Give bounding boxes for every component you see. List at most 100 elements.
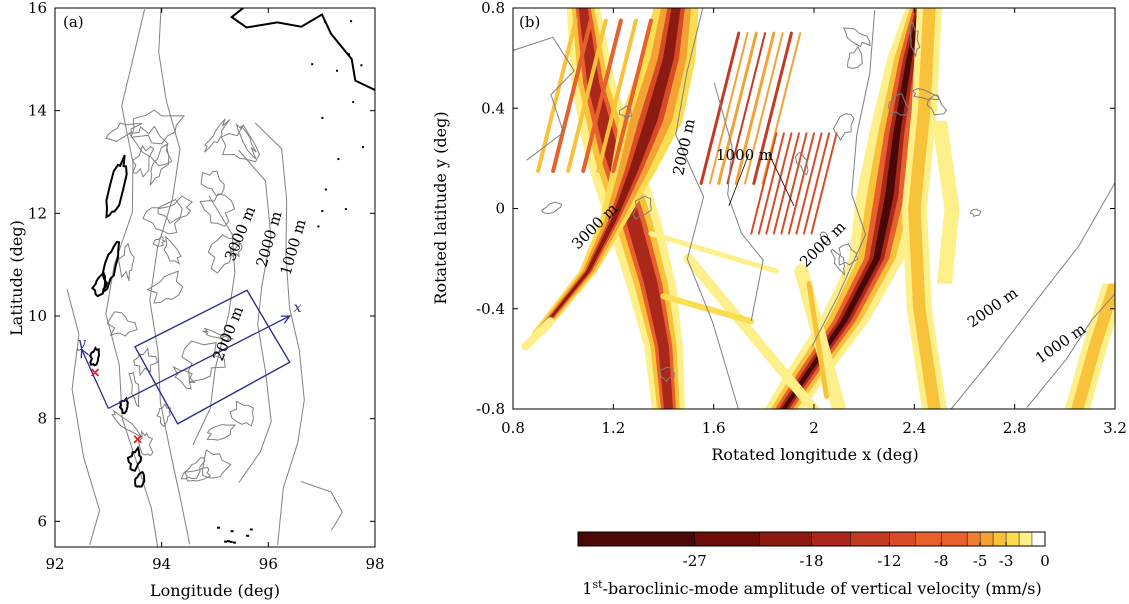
x-tick-label: 2.8 <box>1003 419 1027 437</box>
coast-dot <box>362 146 364 149</box>
x-axis-label-a: Longitude (deg) <box>150 581 280 600</box>
bathymetry-contour <box>111 409 143 439</box>
bathymetry-contour <box>969 208 982 218</box>
wave-crest <box>802 132 831 235</box>
coast-dot <box>232 541 236 544</box>
y-tick-label: 14 <box>28 102 47 120</box>
ticks-a: 92 94 96 98 6 8 10 12 14 16 <box>28 0 385 573</box>
x-tick-label: 0.8 <box>501 419 525 437</box>
bathymetry-contour <box>183 467 212 482</box>
wave-crest <box>750 132 778 235</box>
bathymetry-contour <box>105 122 143 142</box>
label-leader <box>768 153 795 207</box>
velocity-band <box>778 8 924 409</box>
island <box>118 396 129 415</box>
velocity-band <box>908 8 941 409</box>
island <box>91 271 108 298</box>
bathymetry-contour <box>513 36 575 161</box>
wave-crest <box>717 31 758 185</box>
rotated-y-axis-label: y <box>77 335 87 351</box>
bathymetry-contour <box>192 195 236 446</box>
x-axis-label-b: Rotated longitude x (deg) <box>711 445 918 464</box>
bathymetry-contour <box>229 400 255 427</box>
colorbar-tick-label: -3 <box>999 552 1014 570</box>
colorbar-cell <box>1031 531 1046 547</box>
rotated-y-axis <box>81 349 109 409</box>
colorbar-label: 1st-baroclinic-mode amplitude of vertica… <box>582 578 1041 598</box>
wave-crest <box>780 132 808 235</box>
mooring-marker <box>90 368 100 377</box>
coast-dot <box>229 540 233 543</box>
coast-dot <box>348 53 350 56</box>
rotated-x-axis-label: x <box>294 300 302 316</box>
y-tick-label: 0.4 <box>481 99 505 117</box>
wave-beam <box>806 281 830 399</box>
wave-crest <box>611 18 653 173</box>
bathymetry-contour <box>675 8 739 409</box>
bathymetry-contour <box>181 340 226 383</box>
coast-dot <box>324 188 327 191</box>
bathymetry-contour <box>130 109 186 145</box>
bathymetry-contour <box>200 170 225 197</box>
bathymetry-contour <box>128 125 173 167</box>
bathymetry-contour <box>911 87 939 101</box>
bathymetry-contour <box>887 93 910 116</box>
bathymetry-contour <box>146 270 184 304</box>
contour-label: 1000 m <box>716 146 773 164</box>
bathymetry-contour <box>105 9 159 547</box>
colorbar-cell <box>1018 531 1033 547</box>
axes-frame-a <box>54 7 376 548</box>
coastline <box>230 8 375 92</box>
panel-b: 0.8 1.2 1.6 2 2.4 2.8 3.2 -0.8 -0.4 0 0.4 0.8 (b) R… <box>431 0 1127 464</box>
bathymetry-contour <box>152 235 167 247</box>
velocity-band <box>901 8 947 409</box>
bathymetry-contour <box>133 347 159 377</box>
bathymetry-contour <box>838 243 859 266</box>
velocity-band <box>536 8 681 334</box>
colorbar-cell <box>941 531 968 547</box>
coast-dot <box>321 210 324 213</box>
bathymetry-contour <box>235 123 257 160</box>
bathymetry-contour <box>149 8 191 545</box>
bathymetry-contour <box>1026 293 1115 408</box>
colorbar: -27 -18 -12 -8 -5 -3 0 1st-baroclinic-mode amp… <box>577 531 1050 598</box>
x-tick-label: 92 <box>45 555 64 573</box>
bathymetry-contours-a <box>66 8 343 547</box>
coast-dot <box>344 208 347 211</box>
bathymetry-contour <box>229 241 243 258</box>
coast-dot <box>224 540 228 543</box>
domain-overlay <box>80 289 291 444</box>
coast-dot <box>336 69 338 72</box>
bathymetry-contour <box>157 195 193 225</box>
x-tick-label: 98 <box>365 555 384 573</box>
colorbar-cell <box>577 531 696 547</box>
wave-crest <box>551 18 593 173</box>
bathymetry-contour <box>172 365 197 390</box>
coast-dot <box>227 540 230 543</box>
wave-crest <box>581 18 623 173</box>
colorbar-tick-label: -12 <box>877 552 901 570</box>
coastline-a <box>89 8 375 544</box>
wave-crest <box>772 132 800 235</box>
bathymetry-contour <box>795 152 809 176</box>
bathymetry-contour <box>163 235 182 265</box>
x-tick-label: 1.6 <box>702 419 726 437</box>
y-tick-label: 0.8 <box>481 0 505 17</box>
bathymetry-contour <box>202 327 234 342</box>
bathymetry-contour <box>106 311 138 337</box>
bathymetry-contour <box>950 181 1115 409</box>
wave-beam <box>648 231 779 274</box>
bathymetry-contour <box>220 124 260 163</box>
island <box>126 445 143 472</box>
colorbar-tick-label: -8 <box>934 552 949 570</box>
bathymetry-contour <box>128 371 140 408</box>
colorbar-tick-label: 0 <box>1040 552 1050 570</box>
bathymetry-contour <box>137 429 154 457</box>
colorbar-tick-label: -5 <box>973 552 988 570</box>
x-tick-label: 2 <box>809 419 819 437</box>
colorbar-cell <box>759 531 812 547</box>
bathymetry-contour <box>833 113 855 141</box>
bathymetry-contour <box>632 195 652 220</box>
y-tick-label: 10 <box>28 307 47 325</box>
coast-dot <box>311 63 314 66</box>
